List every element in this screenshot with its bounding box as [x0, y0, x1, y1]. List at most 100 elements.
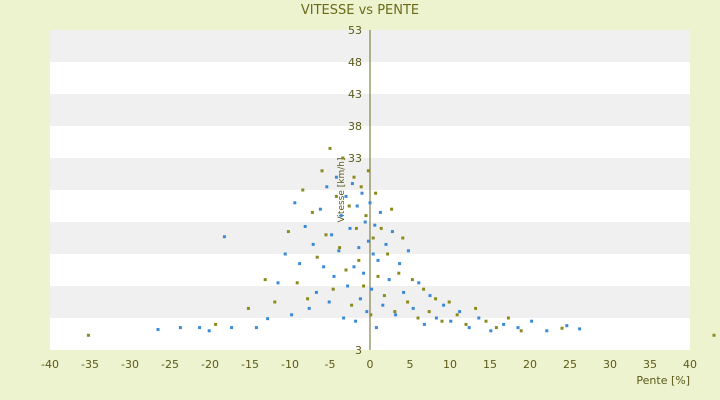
- data-point-olive: [371, 236, 375, 240]
- data-point-olive: [347, 204, 351, 208]
- x-tick-label: 10: [443, 358, 457, 371]
- data-point-blue: [230, 326, 234, 330]
- data-point-blue: [376, 258, 380, 262]
- data-point-olive: [410, 278, 414, 282]
- x-tick-label: -25: [161, 358, 179, 371]
- data-point-blue: [422, 322, 426, 326]
- data-point-olive: [306, 297, 310, 301]
- data-point-blue: [178, 326, 182, 330]
- x-tick-label: 15: [483, 358, 497, 371]
- data-point-olive: [331, 287, 335, 291]
- data-point-olive: [320, 169, 324, 173]
- data-point-olive: [352, 175, 356, 179]
- data-point-olive: [214, 322, 218, 326]
- y-tick-label: 48: [348, 56, 362, 69]
- data-point-blue: [370, 287, 374, 291]
- data-point-blue: [387, 278, 391, 282]
- data-point-blue: [578, 327, 582, 331]
- data-point-blue: [318, 207, 322, 211]
- data-point-blue: [266, 317, 270, 321]
- data-point-olive: [364, 214, 368, 218]
- data-point-blue: [357, 246, 361, 250]
- data-point-blue: [355, 204, 359, 208]
- data-point-blue: [322, 265, 326, 269]
- data-point-olive: [422, 287, 426, 291]
- data-point-olive: [455, 313, 459, 317]
- data-point-blue: [207, 329, 211, 333]
- data-point-blue: [442, 303, 446, 307]
- data-point-blue: [502, 322, 506, 326]
- data-point-blue: [342, 316, 346, 320]
- data-point-blue: [406, 249, 410, 253]
- data-point-olive: [386, 252, 390, 256]
- x-tick-label: 25: [563, 358, 577, 371]
- y-tick-label: 38: [348, 120, 362, 133]
- data-point-blue: [362, 271, 366, 275]
- y-tick-label: 43: [348, 88, 362, 101]
- data-point-blue: [314, 290, 318, 294]
- data-point-blue: [327, 300, 331, 304]
- data-point-olive: [366, 169, 370, 173]
- data-point-olive: [401, 236, 405, 240]
- data-point-blue: [276, 281, 280, 285]
- data-point-olive: [379, 226, 383, 230]
- data-point-blue: [381, 303, 385, 307]
- data-point-blue: [390, 230, 394, 234]
- data-point-olive: [273, 300, 277, 304]
- data-point-olive: [427, 310, 431, 314]
- data-point-blue: [346, 284, 350, 288]
- data-point-blue: [307, 306, 311, 310]
- data-point-olive: [374, 191, 378, 195]
- data-point-blue: [545, 329, 549, 333]
- data-point-blue: [449, 319, 453, 323]
- data-point-blue: [348, 226, 352, 230]
- data-point-blue: [303, 224, 307, 228]
- x-axis-title: Pente [%]: [636, 374, 690, 387]
- data-point-blue: [293, 201, 297, 205]
- y-axis-title: Vitesse [km/h]: [337, 157, 347, 222]
- x-tick-label: 0: [367, 358, 374, 371]
- data-point-blue: [325, 185, 329, 189]
- data-point-olive: [393, 310, 397, 314]
- data-point-olive: [494, 326, 498, 330]
- data-point-blue: [458, 310, 462, 314]
- data-point-olive: [310, 210, 314, 214]
- data-point-olive: [434, 297, 438, 301]
- data-point-blue: [332, 274, 336, 278]
- data-point-olive: [246, 306, 250, 310]
- data-point-olive: [286, 230, 290, 234]
- data-point-blue: [530, 319, 534, 323]
- data-point-olive: [341, 156, 345, 160]
- data-point-olive: [350, 303, 354, 307]
- data-point-olive: [447, 300, 451, 304]
- data-point-blue: [516, 326, 520, 330]
- data-point-olive: [416, 316, 420, 320]
- x-tick-label: -40: [41, 358, 59, 371]
- data-point-olive: [397, 271, 401, 275]
- data-point-olive: [324, 233, 328, 237]
- x-tick-label: 30: [603, 358, 617, 371]
- x-tick-label: 20: [523, 358, 537, 371]
- data-point-olive: [362, 284, 366, 288]
- data-point-olive: [390, 207, 394, 211]
- x-tick-label: 5: [407, 358, 414, 371]
- data-point-olive: [484, 319, 488, 323]
- data-point-olive: [519, 329, 523, 333]
- data-point-blue: [254, 326, 258, 330]
- data-point-blue: [358, 297, 362, 301]
- data-point-blue: [298, 262, 302, 266]
- data-point-olive: [376, 274, 380, 278]
- data-point-olive: [406, 300, 410, 304]
- data-point-olive: [560, 326, 564, 330]
- data-point-blue: [374, 326, 378, 330]
- data-point-blue: [363, 220, 367, 224]
- data-point-olive: [382, 294, 386, 298]
- data-point-blue: [366, 239, 370, 243]
- x-tick-label: -5: [325, 358, 336, 371]
- x-tick-label: -20: [201, 358, 219, 371]
- data-point-olive: [369, 313, 373, 317]
- data-point-blue: [368, 201, 372, 205]
- data-point-blue: [477, 316, 481, 320]
- data-point-blue: [565, 324, 569, 328]
